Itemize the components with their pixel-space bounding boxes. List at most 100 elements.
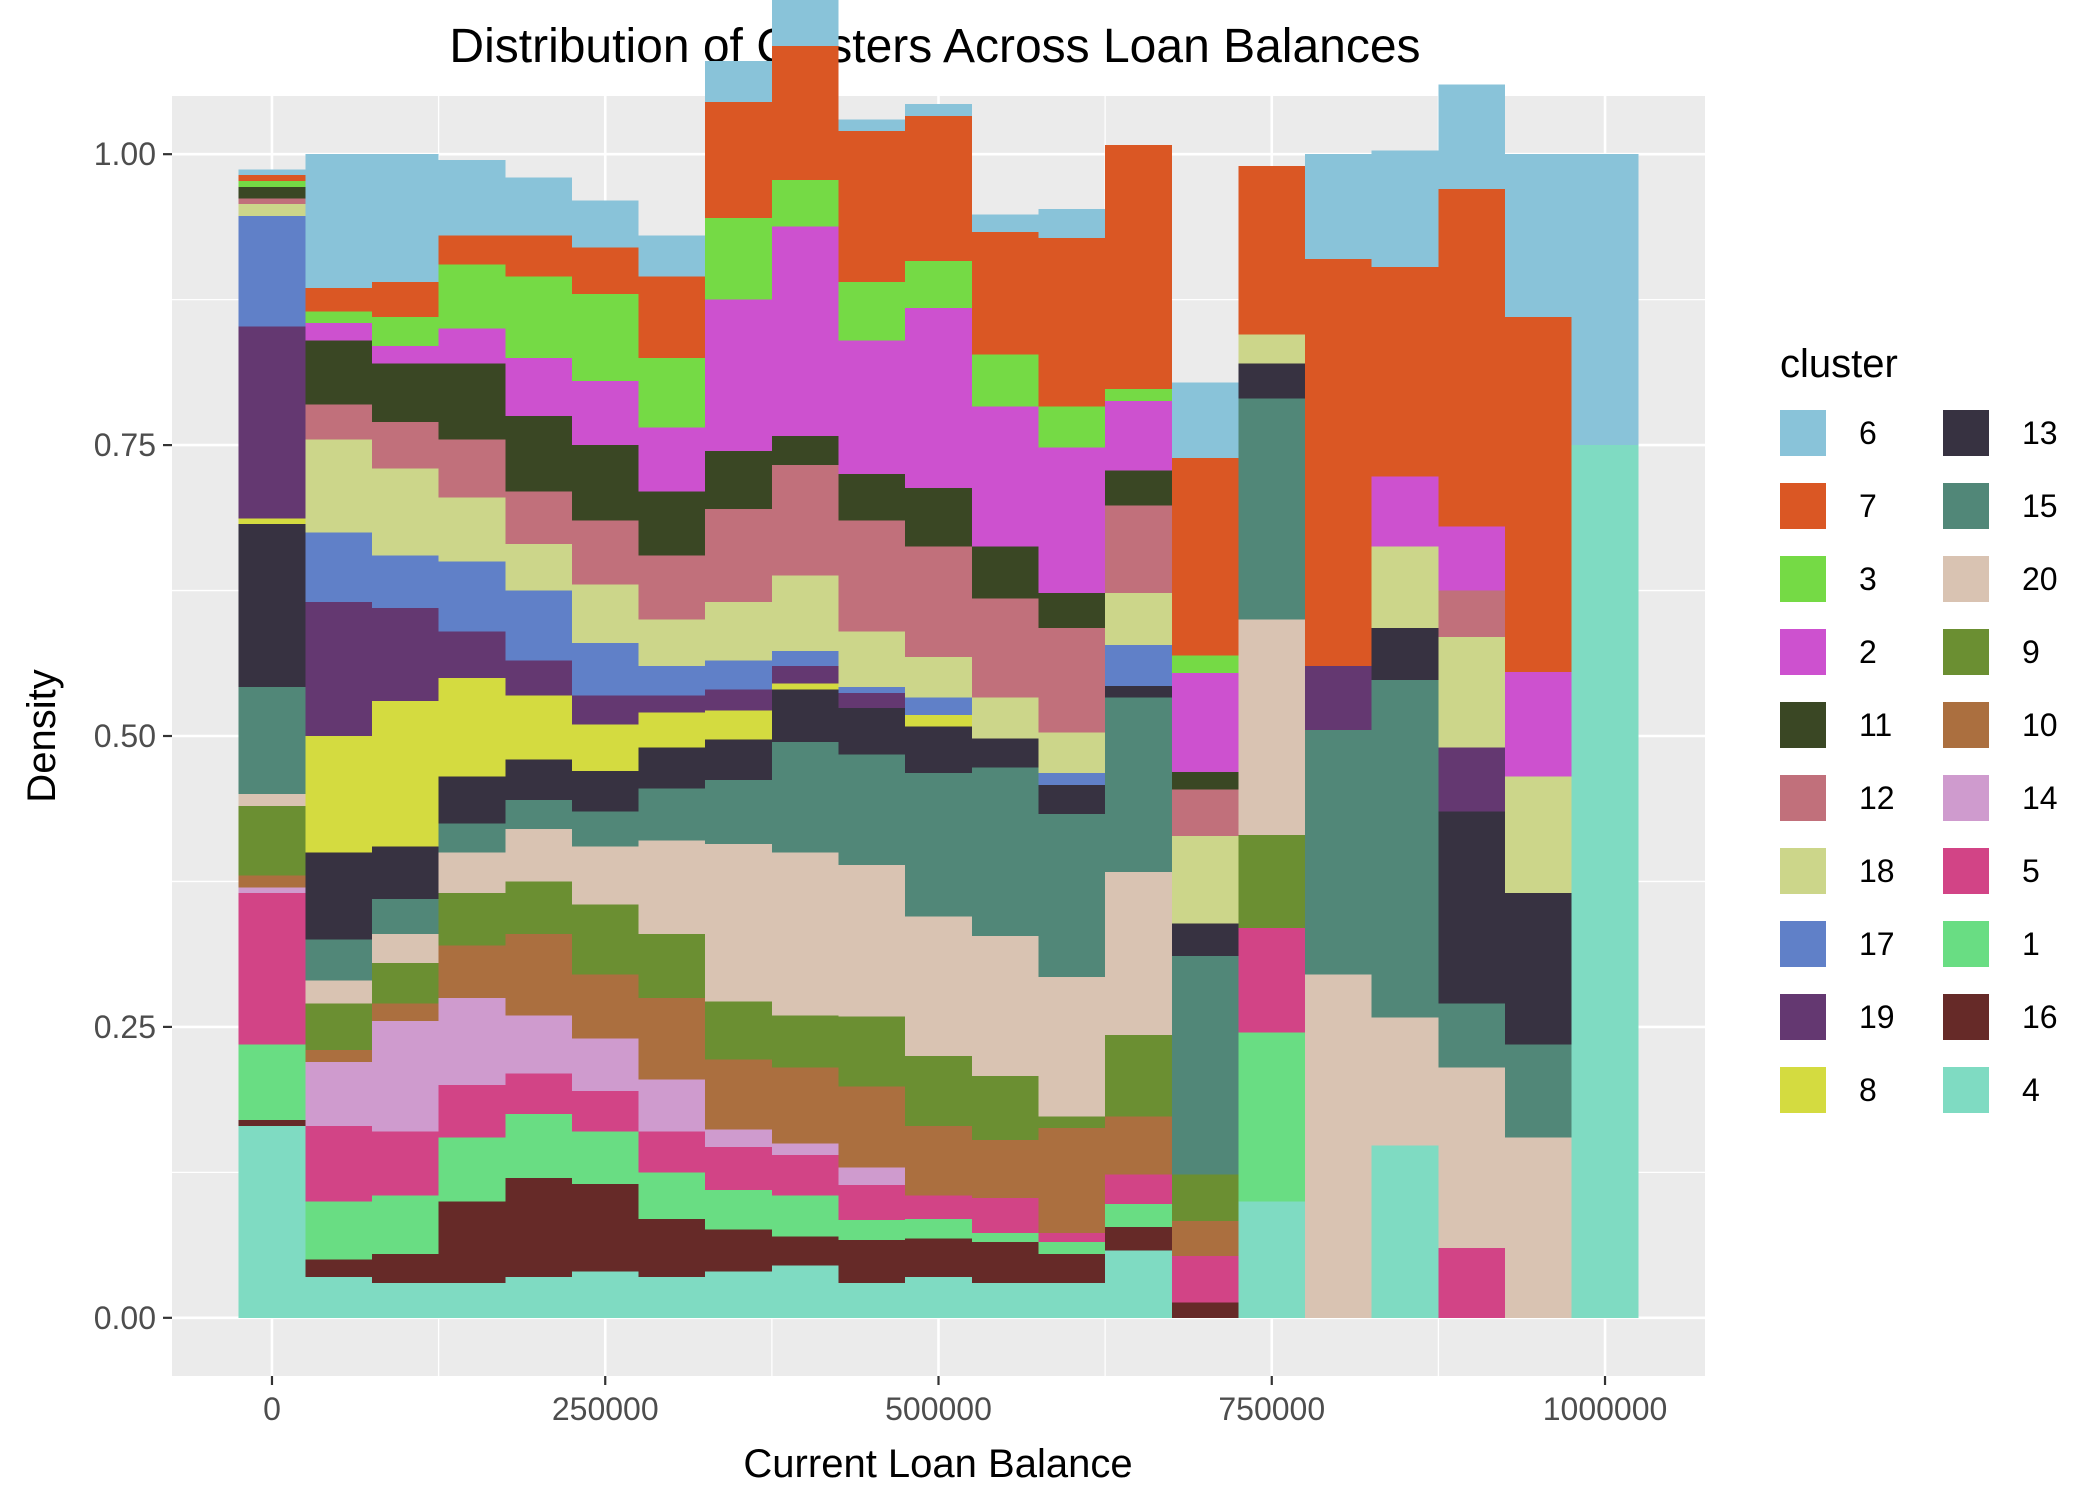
bar-segment-cluster-16 [571, 1184, 639, 1272]
bar-segment-cluster-9 [1238, 834, 1306, 928]
bar-segment-cluster-3 [371, 317, 439, 347]
bar-segment-cluster-9 [705, 1001, 772, 1060]
legend: 6 7 3 2 11 12 18 17 19 8 13 15 20 9 10 14 5 1 16 4 [1780, 410, 2058, 1113]
y-tick-label: 1.00 [94, 136, 156, 172]
bar-segment-cluster-5 [905, 1195, 972, 1219]
bar-segment-cluster-4 [371, 1282, 439, 1318]
legend-key-14 [1943, 775, 1989, 821]
bar-segment-cluster-2 [1038, 447, 1106, 593]
bar-segment-cluster-5 [571, 1090, 639, 1132]
bar-segment-cluster-15 [771, 741, 839, 853]
bar-segment-cluster-11 [638, 491, 706, 556]
bar-segment-cluster-1 [905, 1218, 972, 1239]
bar-segment-cluster-6 [1305, 154, 1372, 259]
bar-segment-cluster-16 [638, 1218, 706, 1278]
bar-segment-cluster-17 [571, 642, 639, 696]
bar-segment-cluster-16 [238, 1120, 306, 1126]
bar-segment-cluster-12 [705, 509, 772, 603]
bar-segment-cluster-4 [771, 1265, 839, 1318]
legend-label-20: 20 [2022, 561, 2058, 597]
bar-segment-cluster-8 [371, 701, 439, 847]
bar-segment-cluster-4 [438, 1282, 506, 1318]
x-axis: 0 250000 500000 750000 1000000 [263, 1376, 1667, 1427]
bar-segment-cluster-15 [571, 811, 639, 847]
bar-segment-cluster-3 [638, 357, 706, 428]
bar-segment-cluster-20 [1371, 1017, 1439, 1146]
bar-segment-cluster-10 [771, 1067, 839, 1144]
bar-segment-cluster-15 [1171, 955, 1239, 1175]
bar-segment-cluster-20 [1238, 619, 1306, 835]
bar-segment-cluster-17 [771, 651, 839, 667]
bar-segment-cluster-12 [1105, 505, 1172, 593]
bar-segment-cluster-16 [971, 1242, 1039, 1283]
legend-key-18 [1780, 848, 1826, 894]
bar-segment-cluster-18 [438, 497, 506, 562]
bar-segment-cluster-14 [638, 1079, 706, 1132]
bar-segment-cluster-6 [838, 119, 906, 131]
bar-segment-cluster-20 [371, 933, 439, 963]
bar-segment-cluster-5 [505, 1073, 572, 1115]
bar-segment-cluster-4 [238, 1125, 306, 1318]
bar-segment-cluster-11 [1105, 470, 1172, 506]
bar-segment-cluster-2 [705, 299, 772, 451]
bar-segment-cluster-10 [971, 1139, 1039, 1198]
bar-segment-cluster-10 [571, 974, 639, 1039]
bar-segment-cluster-5 [705, 1146, 772, 1190]
bar-segment-cluster-18 [305, 439, 372, 533]
bar-segment-cluster-6 [705, 61, 772, 102]
bar-segment-cluster-18 [771, 575, 839, 652]
legend-label-8: 8 [1859, 1072, 1877, 1108]
bar-segment-cluster-20 [971, 936, 1039, 1076]
bar-segment-cluster-5 [305, 1125, 372, 1202]
bar-segment-cluster-15 [1371, 680, 1439, 1018]
bar-segment-cluster-13 [1038, 784, 1106, 814]
legend-label-1: 1 [2022, 926, 2040, 962]
bar-segment-cluster-6 [971, 214, 1039, 233]
bar-segment-cluster-15 [305, 939, 372, 981]
bar-segment-cluster-7 [505, 235, 572, 277]
bar-segment-cluster-6 [638, 235, 706, 277]
bar-segment-cluster-17 [905, 697, 972, 716]
bar-segment-cluster-10 [1038, 1128, 1106, 1233]
bar-segment-cluster-9 [905, 1056, 972, 1126]
bar-segment-cluster-13 [571, 770, 639, 812]
bar-segment-cluster-5 [971, 1197, 1039, 1233]
bar-segment-cluster-12 [838, 520, 906, 632]
bar-segment-cluster-19 [1438, 747, 1506, 812]
bar-segment-cluster-1 [1038, 1242, 1106, 1254]
x-axis-title: Current Loan Balance [743, 1442, 1132, 1486]
bar-segment-cluster-8 [438, 677, 506, 777]
bar-segment-cluster-20 [638, 840, 706, 934]
bar-segment-cluster-7 [1505, 317, 1572, 672]
bar-segment-cluster-7 [1105, 144, 1172, 390]
legend-label-9: 9 [2022, 634, 2040, 670]
legend-key-3 [1780, 556, 1826, 602]
bar-segment-cluster-15 [1438, 1003, 1506, 1068]
legend-key-9 [1943, 629, 1989, 675]
bar-segment-cluster-1 [305, 1201, 372, 1260]
bar-segment-cluster-2 [905, 307, 972, 489]
bar-segment-cluster-15 [905, 773, 972, 917]
bar-segment-cluster-19 [505, 660, 572, 696]
bar-segment-cluster-13 [371, 846, 439, 899]
legend-key-17 [1780, 921, 1826, 967]
bar-segment-cluster-2 [1371, 476, 1439, 547]
bar-segment-cluster-14 [305, 1061, 372, 1126]
bar-segment-cluster-1 [1238, 1032, 1306, 1202]
bar-segment-cluster-14 [571, 1038, 639, 1091]
bar-segment-cluster-8 [305, 736, 372, 853]
bar-segment-cluster-6 [1571, 154, 1639, 446]
bar-segment-cluster-2 [1505, 672, 1572, 777]
bar-segment-cluster-6 [1438, 84, 1506, 190]
bar-segment-cluster-12 [1038, 627, 1106, 733]
bar-segment-cluster-20 [771, 852, 839, 1016]
bar-segment-cluster-11 [1038, 592, 1106, 628]
bar-segment-cluster-2 [571, 381, 639, 446]
bar-segment-cluster-13 [505, 759, 572, 800]
bar-segment-cluster-19 [238, 326, 306, 519]
bar-segment-cluster-2 [1171, 673, 1239, 773]
bar-segment-cluster-7 [1371, 267, 1439, 477]
legend-key-12 [1780, 775, 1826, 821]
legend-label-17: 17 [1859, 926, 1895, 962]
bar-segment-cluster-20 [238, 794, 306, 806]
